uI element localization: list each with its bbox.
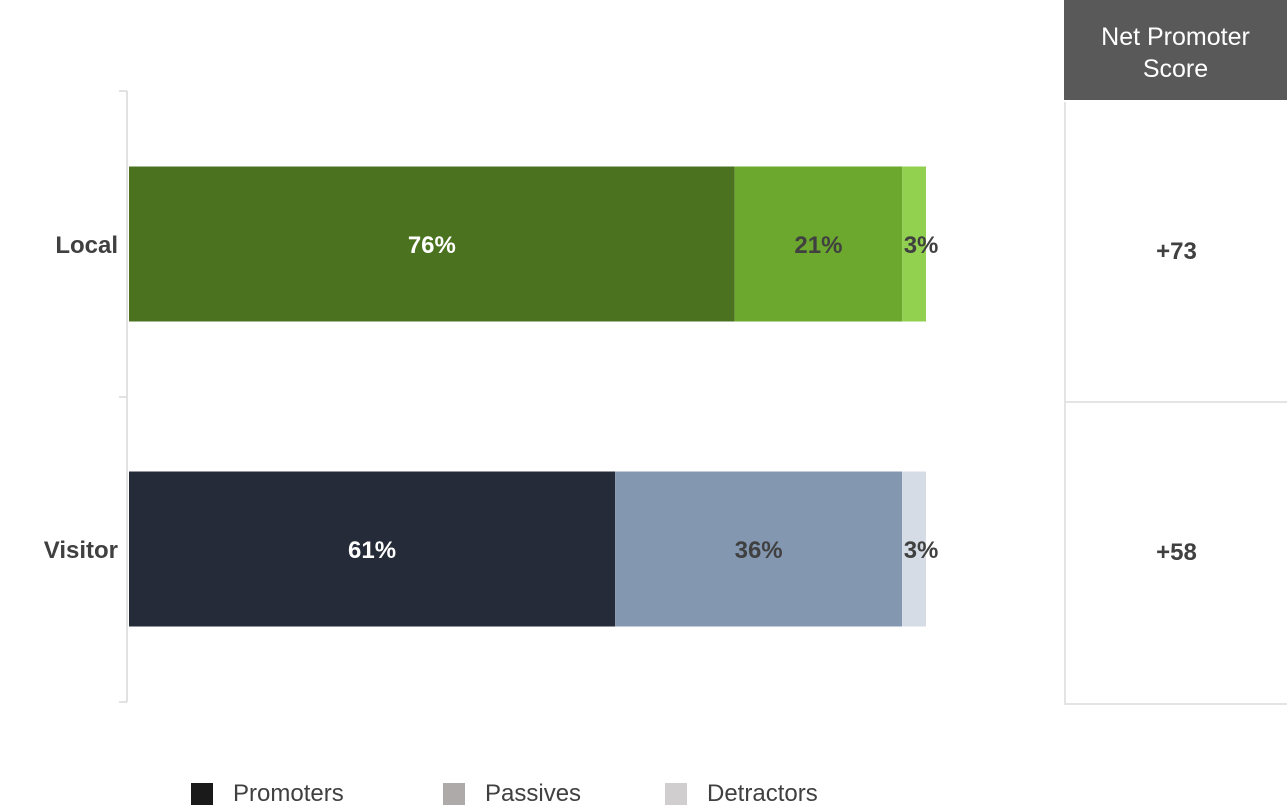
bar-segment-visitor-detractors — [902, 471, 926, 627]
stacked-bar-chart: Local 76% 21% 3% Visitor 61% 36% 3% — [44, 90, 939, 703]
category-label-visitor: Visitor — [44, 537, 118, 564]
data-label-visitor-promoters: 61% — [348, 537, 396, 564]
bar-segment-local-passives — [734, 166, 903, 322]
legend-label-detractors: Detractors — [707, 780, 818, 807]
legend-swatch-passives — [443, 783, 465, 805]
data-label-visitor-passives: 36% — [735, 537, 783, 564]
nps-header: Net Promoter Score — [1064, 0, 1287, 100]
legend-item-promoters: Promoters — [191, 780, 344, 807]
legend-item-passives: Passives — [443, 780, 582, 807]
nps-cell-visitor: +58 — [1064, 403, 1287, 705]
data-label-local-passives: 21% — [794, 232, 842, 259]
nps-cell-local: +73 — [1064, 102, 1287, 403]
data-label-local-promoters: 76% — [408, 232, 456, 259]
legend-label-passives: Passives — [485, 780, 582, 807]
bar-segment-visitor-passives — [615, 471, 903, 627]
bar-segment-visitor-promoters — [129, 471, 616, 627]
data-label-local-detractors: 3% — [904, 232, 939, 259]
category-label-local: Local — [55, 232, 118, 259]
legend-swatch-detractors — [665, 783, 687, 805]
legend-swatch-promoters — [191, 783, 213, 805]
bar-segment-local-promoters — [129, 166, 735, 322]
bar-segment-local-detractors — [902, 166, 926, 322]
legend-item-detractors: Detractors — [665, 780, 818, 807]
legend-label-promoters: Promoters — [233, 780, 344, 807]
data-label-visitor-detractors: 3% — [904, 537, 939, 564]
